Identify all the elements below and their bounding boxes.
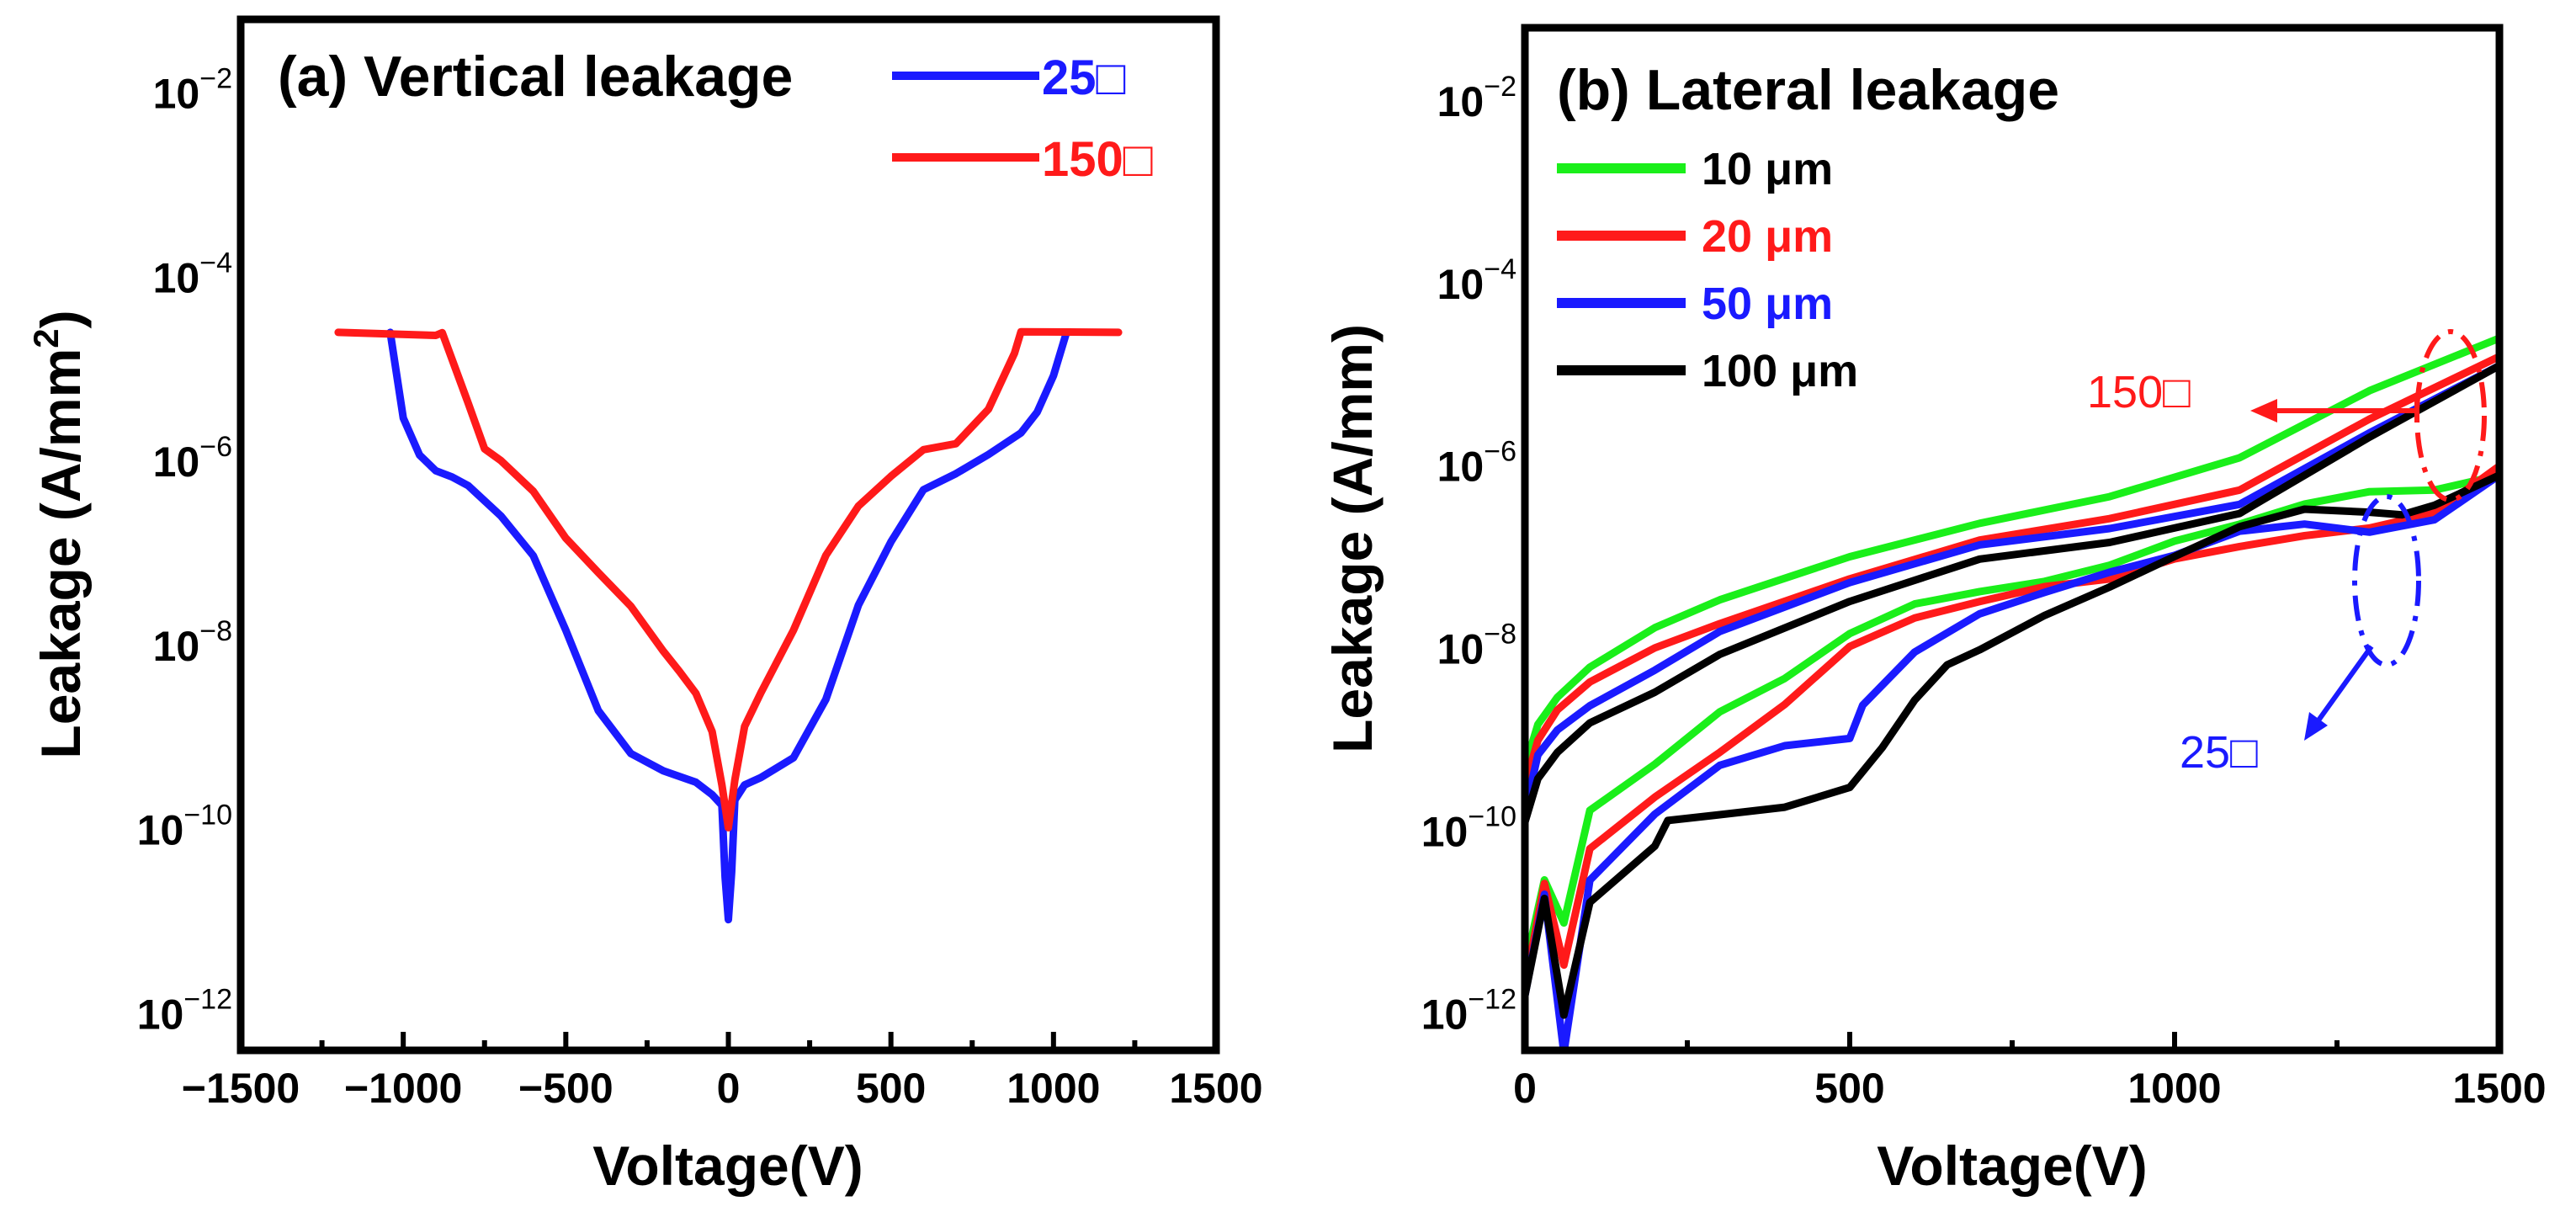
- panel-a-title: (a) Vertical leakage: [278, 45, 793, 109]
- degree-celsius-glyph: □: [2230, 727, 2258, 778]
- legend-a-label-25: 25□: [1042, 50, 1126, 105]
- legend-b-label-20um: 20 μm: [1702, 211, 1833, 262]
- x-tick-label-a-1: −1000: [344, 1065, 462, 1112]
- legend-b-label-50um: 50 μm: [1702, 279, 1833, 329]
- series-line-b-4: [1525, 361, 2499, 817]
- y-tick-label-a-2: 10−6: [153, 431, 232, 486]
- annotation-label-150: 150□: [2087, 367, 2191, 417]
- x-tick-label-a-0: −1500: [182, 1065, 300, 1112]
- x-tick-label-a-6: 1500: [1169, 1065, 1262, 1112]
- panel-a-plot-area: [334, 327, 1123, 924]
- y-tick-label-a-4: 10−10: [137, 800, 232, 854]
- annotation-ellipse-25: [2352, 494, 2421, 667]
- series-line-b-5: [1525, 471, 2499, 1050]
- x-tick-label-a-5: 1000: [1006, 1065, 1100, 1112]
- panel-b-title: (b) Lateral leakage: [1557, 58, 2059, 122]
- x-tick-label-a-3: 0: [717, 1065, 741, 1112]
- legend-b-label-100um: 100 μm: [1702, 346, 1858, 396]
- series-line-b-7: [1525, 471, 2499, 1019]
- annotation-ellipse-150: [2414, 329, 2487, 502]
- degree-celsius-glyph: □: [2163, 367, 2191, 417]
- panel-a-x-label: Voltage(V): [592, 1135, 863, 1197]
- y-tick-label-b-5: 10−12: [1421, 984, 1516, 1039]
- x-tick-label-b-2: 1000: [2127, 1065, 2221, 1112]
- legend-b-label-10um: 10 μm: [1702, 144, 1833, 194]
- y-tick-label-b-3: 10−8: [1437, 619, 1516, 673]
- annotation-arrowhead-25: [2304, 712, 2328, 741]
- legend-a-label-150: 150□: [1042, 132, 1153, 187]
- series-line-b-3: [1525, 462, 2499, 991]
- panel-b-plot-area: [1525, 334, 2499, 1050]
- y-tick-label-b-1: 10−4: [1437, 253, 1516, 308]
- panel-b-x-axis: 0 500 1000 1500: [1513, 1032, 2547, 1112]
- y-tick-label-a-1: 10−4: [153, 247, 232, 301]
- annotation-label-25: 25□: [2180, 727, 2258, 778]
- series-line-a-1: [334, 327, 1123, 832]
- x-tick-label-b-0: 0: [1513, 1065, 1537, 1112]
- panel-a: −1500 −1000 −500 0 500 1000 1500 10−210−410−61…: [26, 15, 1263, 1197]
- degree-celsius-glyph: □: [1097, 50, 1126, 105]
- series-line-b-6: [1525, 361, 2499, 826]
- series-line-b-1: [1525, 471, 2499, 972]
- panel-b-y-axis: 10−2 10−4 10−6 10−8 10−10 10−12: [1421, 71, 1516, 1039]
- y-tick-label-a-0: 10−2: [153, 63, 232, 118]
- y-tick-label-b-2: 10−6: [1437, 436, 1516, 491]
- x-tick-label-a-2: −500: [518, 1065, 613, 1112]
- series-line-b-0: [1525, 334, 2499, 772]
- x-tick-label-b-3: 1500: [2452, 1065, 2546, 1112]
- panel-b-x-label: Voltage(V): [1877, 1135, 2147, 1197]
- degree-celsius-glyph: □: [1123, 132, 1153, 187]
- y-tick-label-a-3: 10−8: [153, 615, 232, 670]
- series-line-a-0: [386, 328, 1070, 924]
- y-tick-label-b-4: 10−10: [1421, 801, 1516, 856]
- y-tick-label-a-5: 10−12: [137, 983, 232, 1038]
- x-tick-label-b-1: 500: [1814, 1065, 1884, 1112]
- panel-a-y-label: Leakage (A/mm2): [26, 310, 92, 758]
- x-tick-label-a-4: 500: [856, 1065, 926, 1112]
- series-line-b-2: [1525, 353, 2499, 789]
- annotation-arrow-line-25: [2313, 645, 2374, 725]
- panel-a-x-axis: −1500 −1000 −500 0 500 1000 1500: [182, 1032, 1263, 1112]
- panel-a-y-axis: 10−2 10−4 10−6 10−8 10−10 10−12: [137, 63, 232, 1039]
- panel-b-y-label: Leakage (A/mm): [1321, 324, 1384, 753]
- annotation-arrowhead-150: [2250, 399, 2277, 422]
- panel-b: 0 500 1000 1500 10−210−410−610−810−1010−12 …: [1321, 24, 2547, 1197]
- y-tick-label-b-0: 10−2: [1437, 71, 1516, 125]
